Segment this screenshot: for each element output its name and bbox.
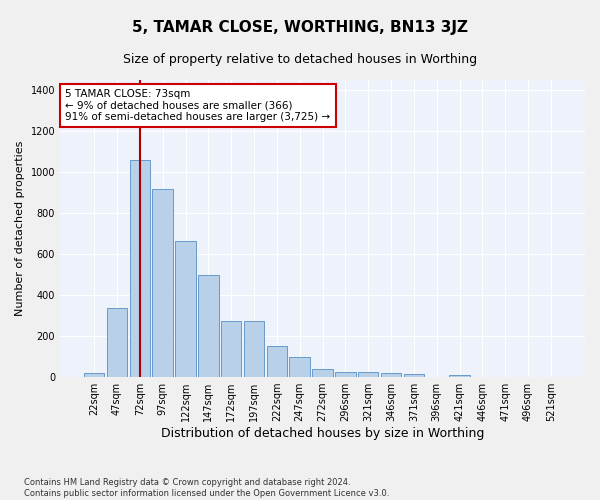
- Text: 5 TAMAR CLOSE: 73sqm
← 9% of detached houses are smaller (366)
91% of semi-detac: 5 TAMAR CLOSE: 73sqm ← 9% of detached ho…: [65, 89, 331, 122]
- Bar: [221, 320, 241, 377]
- Bar: [312, 370, 333, 377]
- Bar: [266, 346, 287, 377]
- Bar: [358, 372, 379, 377]
- Bar: [198, 274, 218, 377]
- Bar: [404, 374, 424, 377]
- Bar: [449, 374, 470, 377]
- Text: Contains HM Land Registry data © Crown copyright and database right 2024.
Contai: Contains HM Land Registry data © Crown c…: [24, 478, 389, 498]
- Bar: [130, 160, 150, 377]
- Bar: [175, 241, 196, 377]
- Bar: [289, 356, 310, 377]
- X-axis label: Distribution of detached houses by size in Worthing: Distribution of detached houses by size …: [161, 427, 484, 440]
- Bar: [244, 320, 264, 377]
- Bar: [381, 373, 401, 377]
- Text: Size of property relative to detached houses in Worthing: Size of property relative to detached ho…: [123, 52, 477, 66]
- Bar: [84, 372, 104, 377]
- Y-axis label: Number of detached properties: Number of detached properties: [15, 141, 25, 316]
- Bar: [152, 188, 173, 377]
- Text: 5, TAMAR CLOSE, WORTHING, BN13 3JZ: 5, TAMAR CLOSE, WORTHING, BN13 3JZ: [132, 20, 468, 35]
- Bar: [107, 308, 127, 377]
- Bar: [335, 372, 356, 377]
